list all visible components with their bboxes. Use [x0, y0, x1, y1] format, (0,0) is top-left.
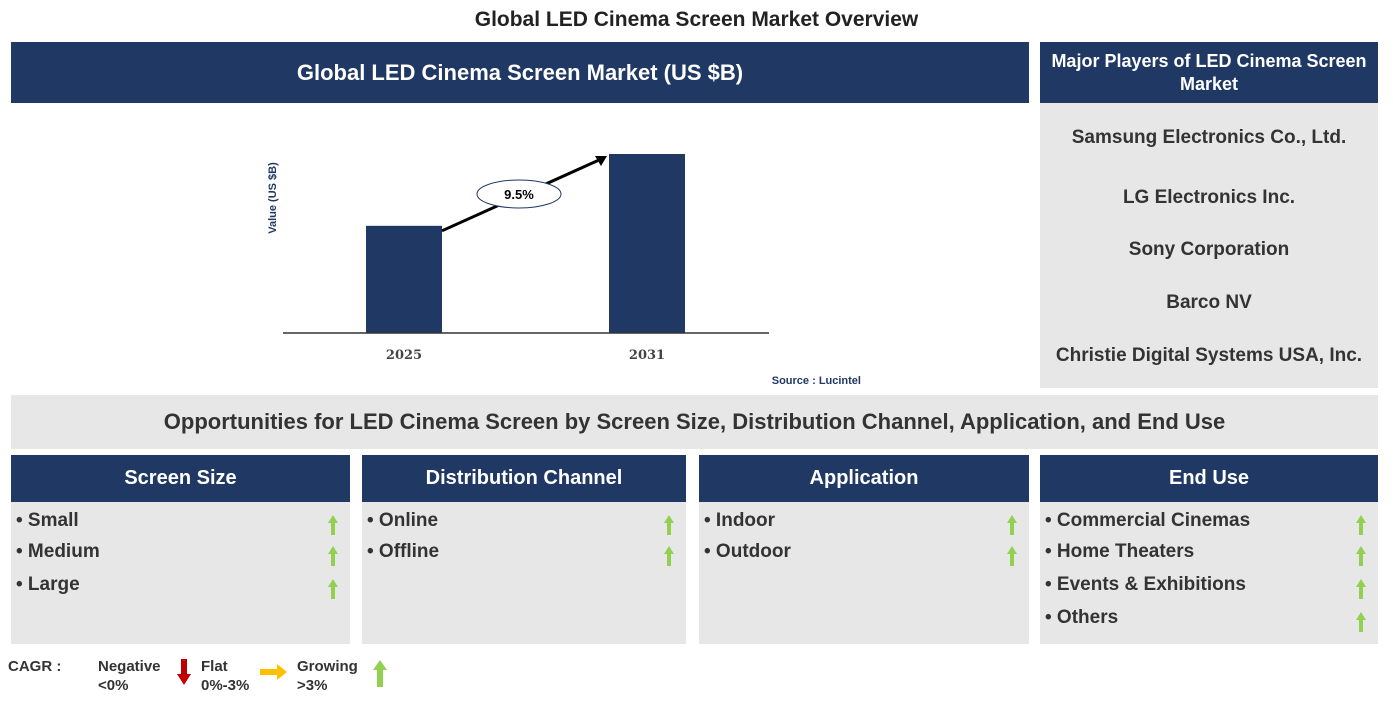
bar-chart: Value (US $B) 2025 2031 9.5% Source : Luc…	[267, 154, 861, 387]
segment-item: • Online	[367, 510, 439, 531]
growth-up-arrow-icon	[1356, 515, 1366, 535]
player-item: Barco NV	[1166, 292, 1252, 313]
bar-2025	[366, 225, 442, 333]
opportunities-title: Opportunities for LED Cinema Screen by S…	[11, 395, 1378, 449]
source-label: Source : Lucintel	[772, 375, 861, 387]
column-body: • Commercial Cinemas • Home Theaters • Eve…	[1040, 502, 1378, 644]
y-axis-label: Value (US $B)	[267, 162, 279, 234]
cagr-ellipse	[476, 179, 562, 209]
legend-growing: Growing >3%	[297, 657, 358, 695]
growth-up-arrow-icon	[1007, 515, 1017, 535]
segment-item: • Others	[1045, 607, 1119, 628]
segment-item: • Indoor	[704, 510, 776, 531]
growth-up-arrow-icon	[664, 546, 674, 566]
player-item: Samsung Electronics Co., Ltd.	[1071, 127, 1347, 148]
right-arrow-icon	[260, 664, 287, 680]
page-title: Global LED Cinema Screen Market Overview	[474, 8, 919, 31]
segment-item: • Commercial Cinemas	[1045, 510, 1251, 531]
up-arrow-icon	[373, 660, 387, 687]
down-arrow-icon	[177, 659, 191, 685]
segment-item: • Outdoor	[704, 541, 791, 562]
x-tick-label: 2031	[629, 348, 665, 363]
column-body: • Indoor • Outdoor	[699, 502, 1029, 644]
column-header: Distribution Channel	[362, 455, 686, 502]
player-item: Christie Digital Systems USA, Inc.	[1055, 345, 1363, 366]
segment-item: • Medium	[16, 541, 100, 562]
bar-2031	[609, 154, 685, 333]
player-item: Sony Corporation	[1128, 239, 1290, 260]
flat-label: Flat	[201, 658, 228, 675]
column-header: End Use	[1040, 455, 1378, 502]
segment-item: • Home Theaters	[1045, 541, 1195, 562]
arrow-head	[595, 156, 607, 166]
segment-item: • Offline	[367, 541, 440, 562]
players-header: Major Players of LED Cinema Screen Marke…	[1040, 42, 1378, 103]
x-tick-label: 2025	[386, 348, 422, 363]
growth-up-arrow-icon	[664, 515, 674, 535]
growing-label: Growing	[297, 658, 358, 675]
negative-range: <0%	[98, 677, 129, 694]
cagr-legend-label: CAGR :	[8, 658, 62, 675]
growth-up-arrow-icon	[1007, 546, 1017, 566]
column-body: • Online • Offline	[362, 502, 686, 644]
growth-up-arrow-icon	[1356, 612, 1366, 632]
cagr-label: 9.5%	[504, 187, 534, 202]
column-header: Screen Size	[11, 455, 350, 502]
growing-range: >3%	[297, 677, 328, 694]
column-body: • Small • Medium • Large	[11, 502, 350, 644]
legend-flat: Flat 0%-3%	[201, 657, 249, 695]
growth-up-arrow-icon	[328, 546, 338, 566]
flat-range: 0%-3%	[201, 677, 250, 694]
chart-header: Global LED Cinema Screen Market (US $B)	[11, 42, 1029, 103]
player-item: LG Electronics Inc.	[1122, 187, 1296, 208]
players-list: Samsung Electronics Co., Ltd. LG Electro…	[1040, 103, 1378, 388]
segment-item: • Large	[16, 574, 80, 595]
growth-up-arrow-icon	[1356, 546, 1366, 566]
negative-label: Negative	[98, 658, 161, 675]
legend-negative: Negative <0%	[98, 657, 161, 695]
column-header: Application	[699, 455, 1029, 502]
growth-up-arrow-icon	[1356, 579, 1366, 599]
growth-up-arrow-icon	[328, 579, 338, 599]
segment-item: • Small	[16, 510, 79, 531]
segment-item: • Events & Exhibitions	[1045, 574, 1246, 595]
growth-up-arrow-icon	[328, 515, 338, 535]
